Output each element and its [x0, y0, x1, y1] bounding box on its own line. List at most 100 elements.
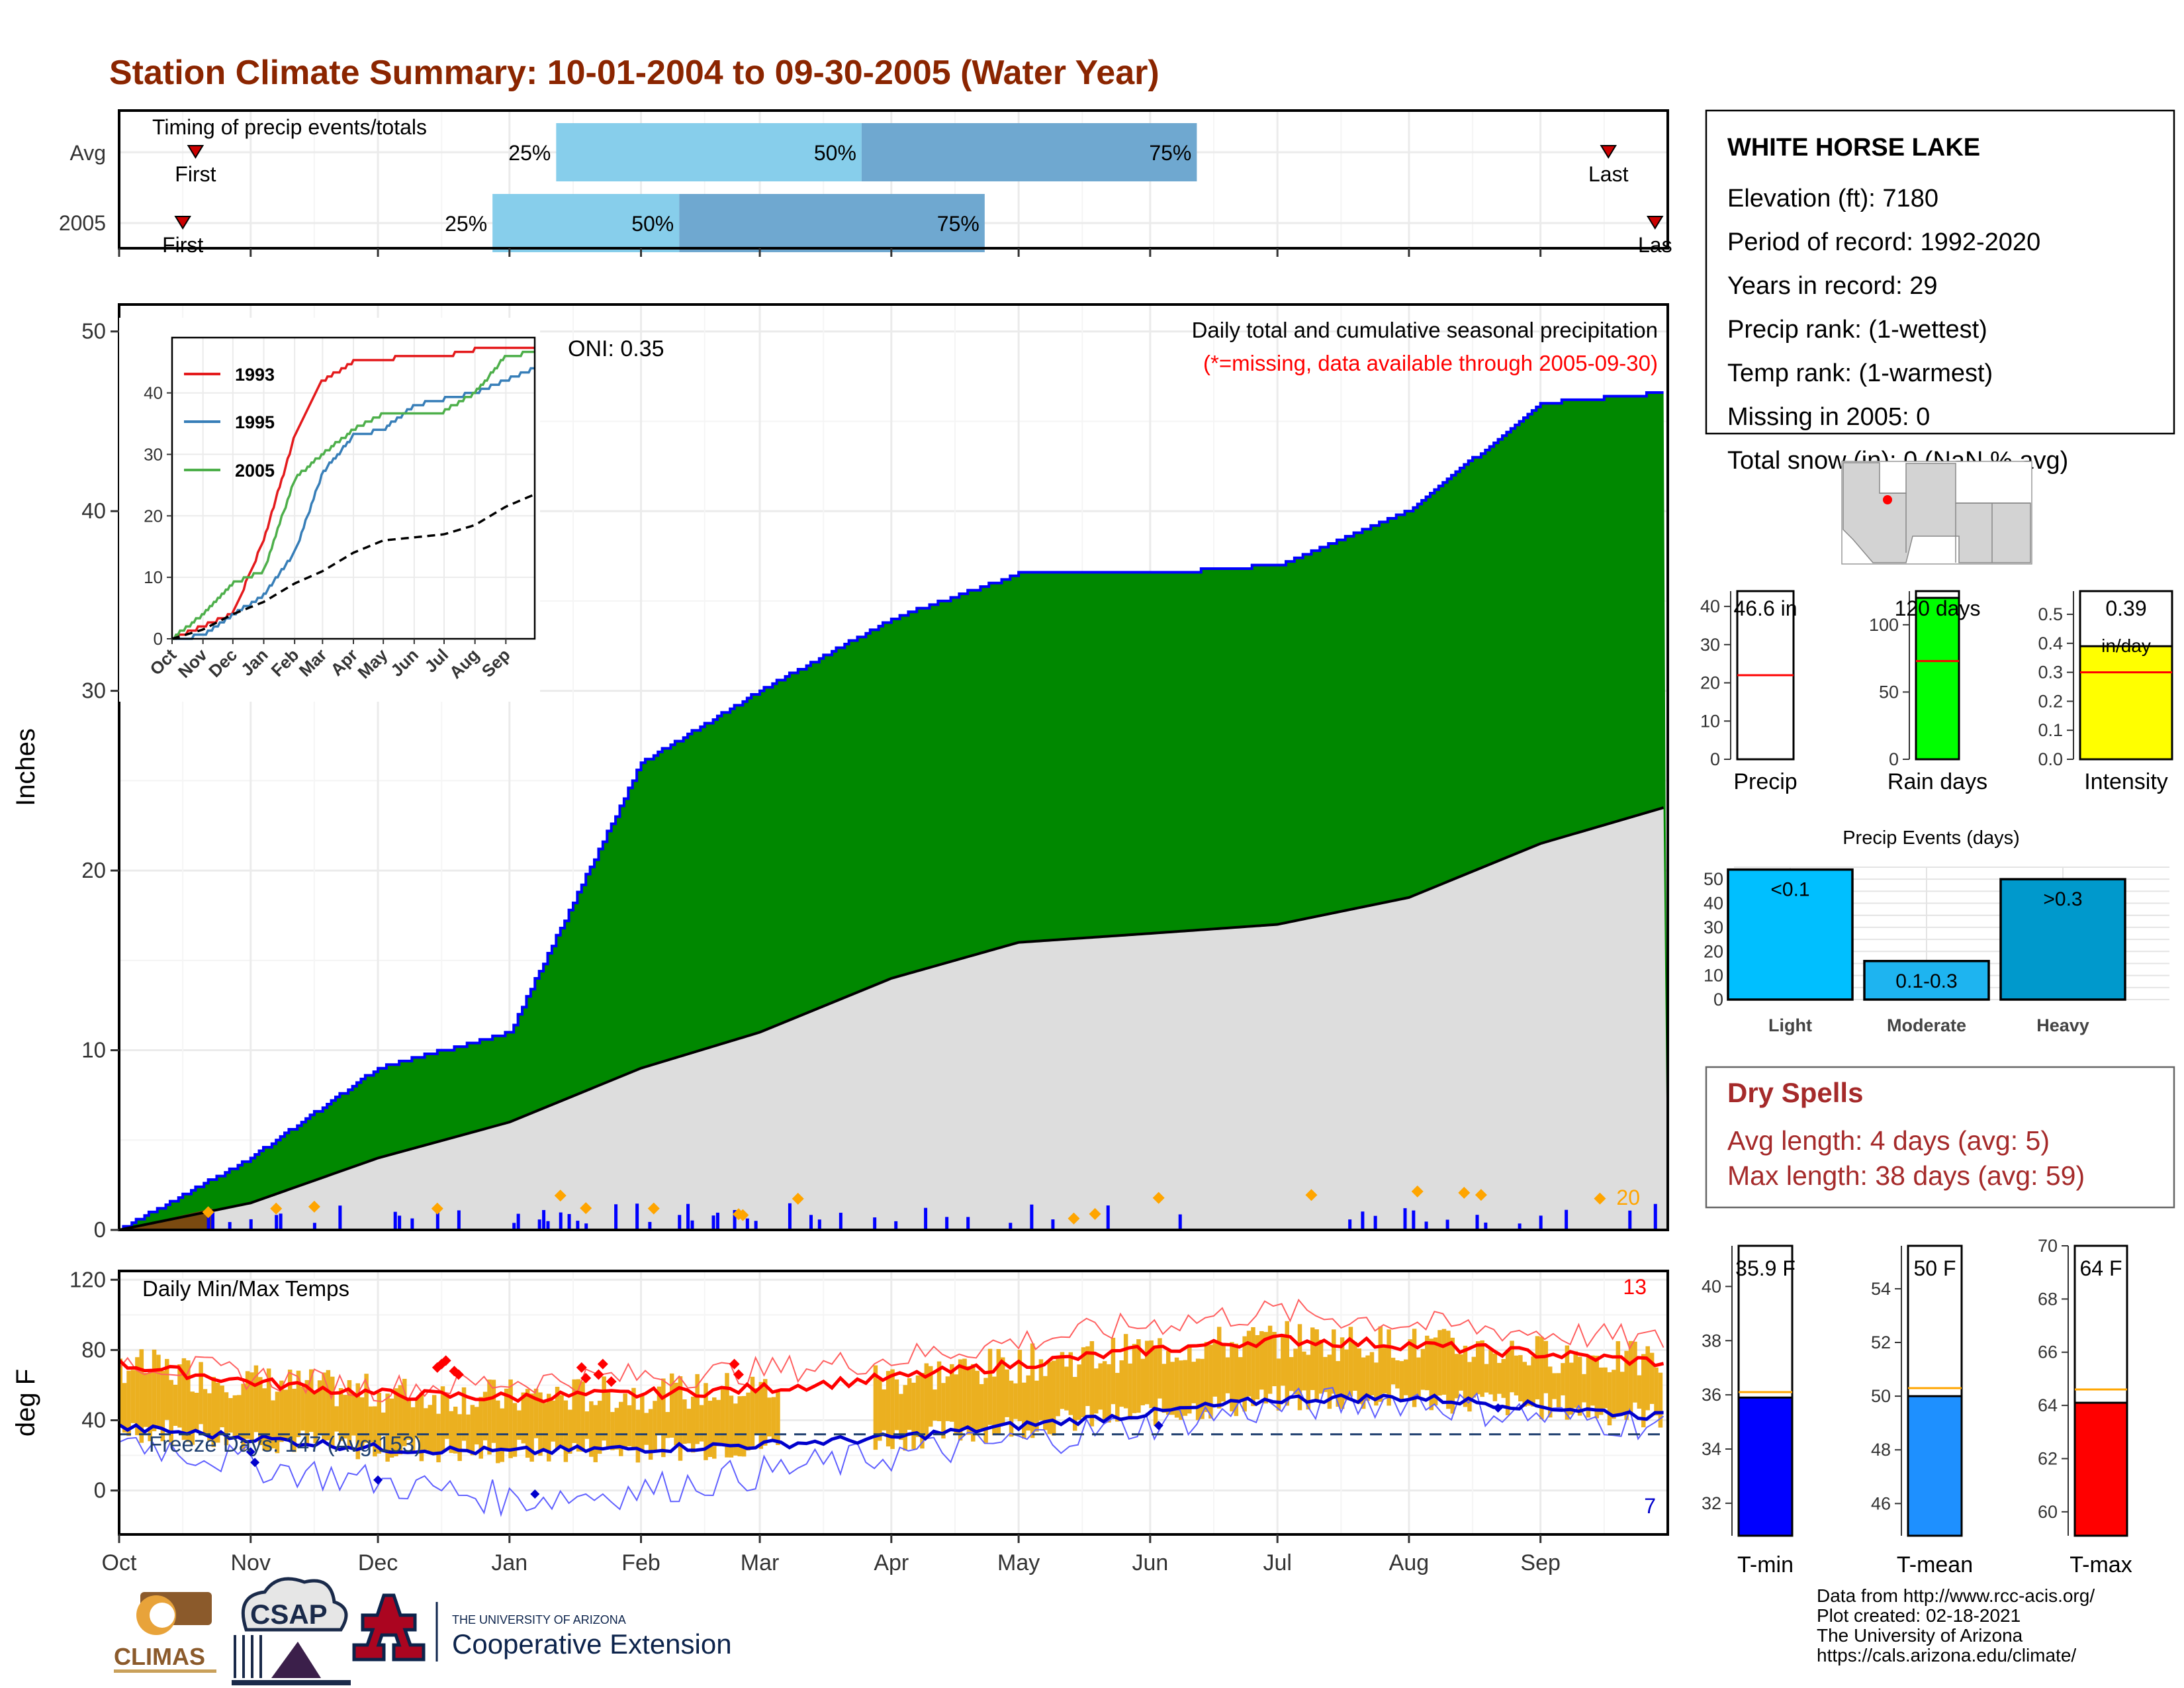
daily-temp-bar	[1378, 1326, 1383, 1402]
daily-temp-bar	[1107, 1364, 1111, 1423]
ua-a-mark	[352, 1593, 426, 1662]
daily-temp-bar	[304, 1380, 310, 1444]
timing-label-75: 75%	[1149, 141, 1191, 165]
events-ytick-label: 40	[1704, 894, 1723, 914]
month-label: Apr	[874, 1550, 909, 1575]
daily-temp-bar	[572, 1379, 576, 1443]
events-title: Precip Events (days)	[1843, 827, 2020, 849]
daily-temp-bar	[130, 1370, 136, 1423]
events-bar-Moderate	[1863, 960, 1990, 1001]
daily-temp-bar	[343, 1395, 347, 1439]
daily-temp-bar	[1030, 1343, 1035, 1438]
station-info-box: WHITE HORSE LAKE Elevation (ft): 7180 Per…	[1705, 109, 2175, 475]
daily-temp-bar	[1446, 1331, 1451, 1409]
daily-temp-bar	[1022, 1382, 1026, 1439]
daily-temp-bar	[1191, 1362, 1196, 1403]
daily-temp-bar	[1085, 1346, 1090, 1407]
map-borders	[1880, 492, 2030, 563]
daily-temp-bar	[330, 1376, 335, 1446]
daily-temp-bar	[1624, 1350, 1629, 1420]
daily-temp-bar	[1314, 1329, 1319, 1400]
daily-precip-bar	[1106, 1205, 1110, 1230]
precip-ytick-label: 10	[81, 1038, 106, 1062]
daily-temp-bar	[504, 1388, 509, 1450]
daily-precip-bar	[945, 1217, 949, 1230]
daily-temp-bar	[542, 1403, 547, 1450]
events-ytick-label: 0	[1713, 990, 1723, 1009]
daily-temp-bar	[1433, 1337, 1438, 1406]
daily-precip-bar	[1030, 1204, 1034, 1230]
dry-spells-frame	[1705, 1066, 2175, 1209]
daily-temp-bar	[1510, 1340, 1514, 1393]
temp-bar-category-label: T-mean	[1897, 1552, 1973, 1577]
month-label: Sep	[1520, 1550, 1561, 1575]
daily-temp-bar	[873, 1365, 878, 1450]
daily-temp-bar	[1450, 1337, 1455, 1414]
daily-temp-bar	[928, 1366, 933, 1427]
daily-temp-bar	[482, 1391, 488, 1440]
daily-temp-bar	[517, 1410, 522, 1440]
daily-precip-bar	[1051, 1219, 1055, 1230]
record-min-line	[118, 1387, 1664, 1517]
daily-temp-bar	[1501, 1358, 1506, 1398]
daily-temp-bar	[1586, 1357, 1591, 1418]
daily-temp-bar	[733, 1403, 738, 1456]
daily-temp-bar	[758, 1382, 764, 1449]
daily-temp-bar	[165, 1358, 169, 1420]
daily-temp-bar	[1263, 1332, 1268, 1404]
record-high-marker	[453, 1369, 464, 1380]
inset-line-1993	[172, 346, 535, 640]
daily-precip-bar	[817, 1219, 821, 1230]
daily-temp-bar	[1272, 1332, 1277, 1387]
daily-precip-bar	[1178, 1214, 1182, 1230]
daily-temp-bar	[635, 1409, 641, 1463]
daily-temp-bar	[1267, 1325, 1273, 1394]
daily-precip-bar	[648, 1221, 652, 1230]
daily-temp-bar	[190, 1391, 195, 1445]
timing-bar-50-75-0	[861, 123, 1197, 181]
daily-temp-bar	[258, 1377, 263, 1445]
daily-temp-bar	[657, 1386, 662, 1435]
record-high-marker	[593, 1369, 604, 1380]
daily-temp-bar	[1289, 1357, 1294, 1391]
daily-temp-bar	[533, 1388, 539, 1438]
daily-temp-bar	[746, 1392, 751, 1451]
daily-temp-bar	[1128, 1363, 1132, 1420]
precip-ytick-label: 0	[94, 1217, 106, 1242]
daily-precip-bar	[1539, 1215, 1543, 1230]
daily-temp-bar	[882, 1389, 886, 1430]
daily-temp-bar	[266, 1368, 271, 1451]
temp-bar-ytick-label: 66	[2038, 1342, 2058, 1362]
daily-temp-bar	[975, 1370, 980, 1433]
daily-temp-bar	[890, 1369, 895, 1449]
events-bar-label: 0.1-0.3	[1895, 970, 1957, 992]
daily-temp-bar	[1144, 1340, 1150, 1405]
temp-bar-ytick-label: 32	[1702, 1493, 1721, 1513]
daily-temp-bar	[173, 1384, 178, 1427]
daily-temp-bar	[1077, 1364, 1081, 1420]
daily-temp-bar	[966, 1366, 972, 1435]
daily-temp-bar	[1361, 1357, 1366, 1409]
daily-precip-bar	[635, 1203, 639, 1230]
daily-temp-bar	[428, 1405, 432, 1453]
daily-temp-bar	[1234, 1343, 1239, 1417]
daily-temp-bar	[1412, 1329, 1417, 1407]
daily-temp-bar	[1561, 1363, 1565, 1395]
daily-precip-bar	[576, 1221, 580, 1230]
daily-temp-bar	[241, 1383, 246, 1451]
precip-yaxis: 0 10 20 30 40 50	[81, 319, 119, 1242]
daily-temp-bar	[1658, 1372, 1663, 1428]
temp-bar-ytick-label: 54	[1871, 1279, 1891, 1299]
daily-temp-bar	[1387, 1329, 1391, 1406]
heavy-precip-marker	[1305, 1189, 1318, 1201]
daily-temp-bar	[287, 1370, 293, 1440]
daily-temp-bar	[665, 1412, 670, 1438]
daily-temp-bar	[1390, 1358, 1396, 1385]
daily-temp-bar	[1340, 1337, 1345, 1409]
daily-temp-bar	[712, 1397, 717, 1459]
record-max-line	[118, 1298, 1664, 1403]
daily-temp-bar	[1369, 1352, 1375, 1395]
legend-label-1995: 1995	[235, 412, 275, 432]
daily-precip-bar	[1475, 1215, 1479, 1230]
